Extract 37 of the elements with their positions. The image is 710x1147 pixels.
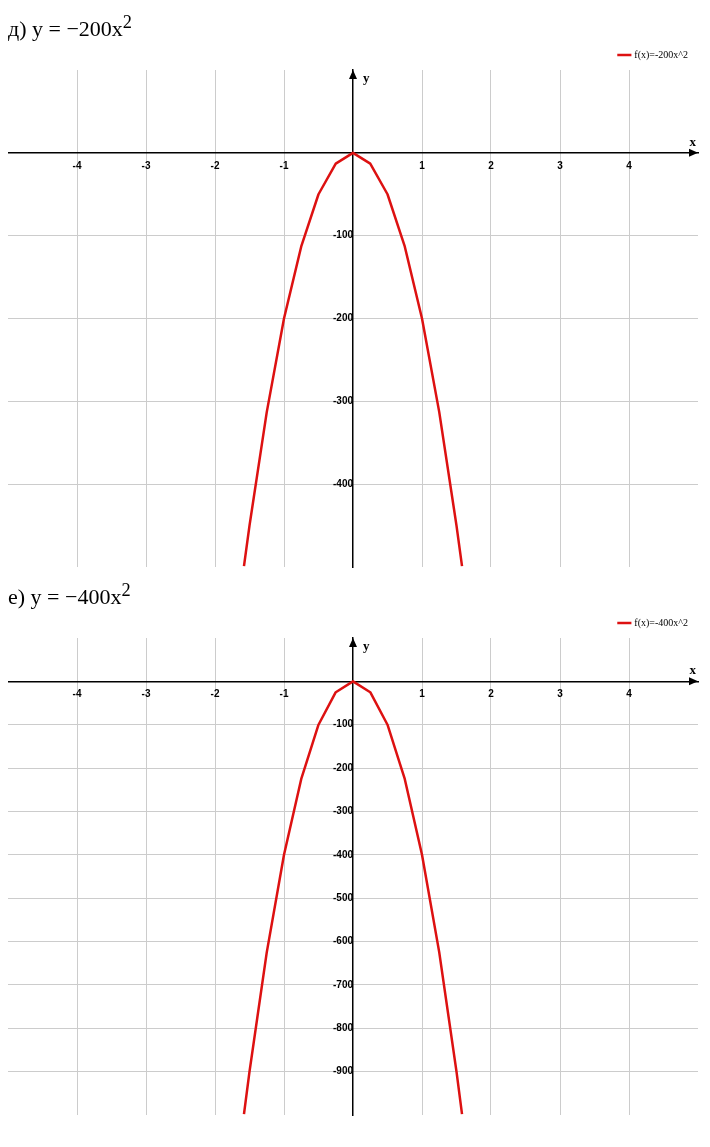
x-axis-title: x <box>689 662 697 678</box>
y-axis-title: y <box>363 69 370 85</box>
y-tick-label: -500 <box>332 891 354 903</box>
y-tick-label: -400 <box>332 848 354 860</box>
legend-label: f(x)=-200x^2 <box>634 48 688 61</box>
y-tick-label: -400 <box>332 477 354 489</box>
y-axis-title: y <box>363 637 370 653</box>
x-tick-label: -2 <box>210 159 220 171</box>
chart-title: е) y = −400x$^{2}$ <box>8 579 132 610</box>
y-tick-label: -300 <box>332 805 354 817</box>
chart-title: д) y = −200x$^{2}$ <box>8 11 133 42</box>
x-tick-label: 2 <box>488 159 495 171</box>
x-tick-label: -1 <box>279 159 289 171</box>
x-tick-label: 3 <box>557 159 564 171</box>
x-tick-label: -3 <box>141 159 151 171</box>
y-tick-label: -800 <box>332 1022 354 1034</box>
y-tick-label: -200 <box>332 761 354 773</box>
y-tick-label: -700 <box>332 978 354 990</box>
y-tick-label: -300 <box>332 395 354 407</box>
legend-label: f(x)=-400x^2 <box>634 616 688 629</box>
x-tick-label: -3 <box>141 688 151 700</box>
x-tick-label: 3 <box>557 688 564 700</box>
y-tick-label: -900 <box>332 1065 354 1077</box>
x-axis-title: x <box>689 133 697 149</box>
y-tick-label: -600 <box>332 935 354 947</box>
x-tick-label: -2 <box>210 688 220 700</box>
x-tick-label: 4 <box>626 159 633 171</box>
x-tick-label: 4 <box>626 688 633 700</box>
x-tick-label: 1 <box>419 688 426 700</box>
y-tick-label: -100 <box>332 718 354 730</box>
x-tick-label: 2 <box>488 688 495 700</box>
y-tick-label: -200 <box>332 312 354 324</box>
y-tick-label: -100 <box>332 229 354 241</box>
x-tick-label: -4 <box>72 159 82 171</box>
x-tick-label: -1 <box>279 688 289 700</box>
x-tick-label: -4 <box>72 688 82 700</box>
x-tick-label: 1 <box>419 159 426 171</box>
